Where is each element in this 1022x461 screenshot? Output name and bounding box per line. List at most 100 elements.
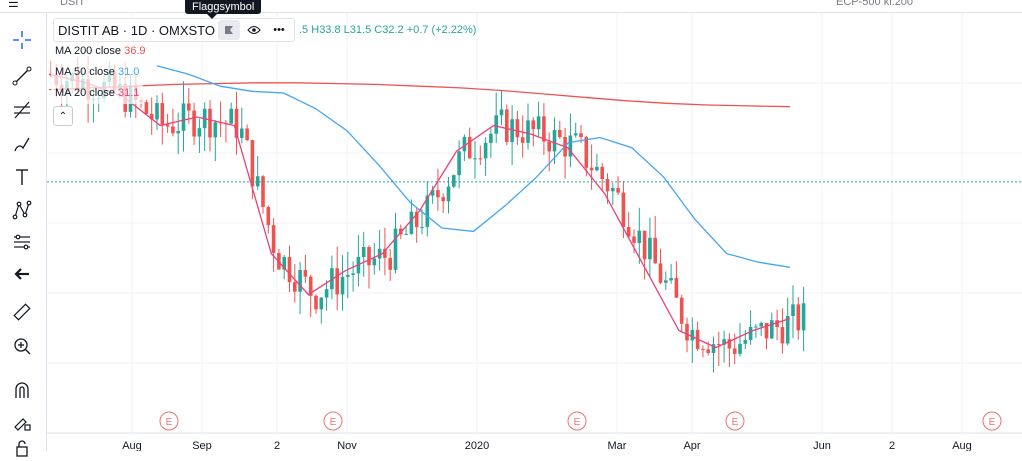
time-axis-label: 2 (274, 440, 280, 451)
candle-body (383, 248, 387, 258)
candle-body (648, 237, 652, 260)
candle-body (287, 257, 292, 283)
zoom-in-icon[interactable] (9, 333, 35, 359)
candle-body (685, 323, 689, 341)
candle-body (197, 128, 202, 137)
symbol-title[interactable]: DISTIT AB · 1D · OMXSTO (58, 22, 215, 38)
candle-body (319, 297, 324, 310)
ma50-label: MA 50 close (55, 66, 115, 78)
candle-body (462, 136, 467, 152)
candle-body (791, 304, 795, 317)
eye-icon[interactable] (243, 20, 265, 40)
candle-body (229, 108, 233, 124)
candle-body (785, 316, 790, 344)
time-axis-label: Aug (952, 440, 972, 451)
back-arrow-icon[interactable] (9, 261, 35, 287)
candle-body (611, 187, 615, 192)
candle-body (664, 280, 668, 283)
candle-body (764, 323, 769, 339)
candle-body (367, 247, 371, 266)
candle-body (552, 130, 557, 152)
flag-symbol-tooltip: Flaggsymbol (185, 0, 262, 19)
brush-icon[interactable] (9, 131, 35, 157)
ma20-value: 31.1 (117, 87, 140, 99)
candle-body (420, 226, 424, 228)
candle-body (187, 103, 191, 111)
flag-symbol-icon[interactable] (218, 20, 240, 40)
candle-body (208, 108, 212, 138)
candle-body (558, 130, 562, 138)
candle-body (605, 178, 610, 192)
candle-body (414, 211, 419, 228)
candle-body (711, 344, 716, 353)
time-axis-label: Aug (122, 440, 142, 451)
candle-body (754, 326, 758, 328)
candle-body (425, 195, 430, 227)
ruler-icon[interactable] (9, 299, 35, 325)
candle-body (388, 257, 392, 270)
ma200-line (48, 82, 791, 108)
collapse-legend-button[interactable]: ⌃ (53, 106, 73, 126)
compare-fragment[interactable]: ECP-500 kl.200 (836, 0, 914, 8)
candle-body (531, 120, 536, 130)
candle-body (626, 227, 631, 237)
candle-body (361, 247, 366, 258)
earnings-marker-label: E (330, 417, 337, 428)
candle-body (600, 166, 604, 179)
symbol-info-box[interactable]: DISTIT AB · 1D · OMXSTO ••• (53, 18, 295, 42)
drawing-toolbar (0, 13, 47, 457)
candle-body (155, 103, 159, 120)
candle-body (377, 248, 382, 259)
candle-body (743, 340, 748, 344)
ma20-legend[interactable]: MA 20 close 31.1 (51, 83, 144, 104)
candle-body (346, 274, 350, 277)
time-axis-label: 2020 (465, 440, 489, 451)
crosshair-icon[interactable] (9, 27, 35, 53)
prediction-icon[interactable] (9, 229, 35, 255)
fib-tools-icon[interactable] (9, 97, 35, 123)
candle-body (213, 122, 218, 138)
price-chart[interactable]: E E E E E Aug Sep 2 Nov 2020 Mar Apr Jun 2 Aug (47, 13, 1022, 451)
candle-body (717, 344, 721, 346)
candle-body (526, 120, 530, 143)
magnet-icon[interactable] (9, 378, 35, 404)
earnings-marker (725, 411, 745, 431)
candle-body (727, 339, 732, 349)
candle-body (584, 137, 589, 168)
earnings-marker-label: E (166, 417, 173, 428)
candle-body (393, 228, 398, 270)
candle-body (372, 258, 377, 266)
hamburger-menu-icon[interactable]: ☰ (8, 0, 19, 10)
symbol-search-fragment[interactable]: DSIT (60, 0, 86, 8)
candle-body (658, 263, 663, 283)
candle-body (441, 197, 445, 202)
candle-body (499, 109, 504, 116)
candle-body (250, 140, 255, 187)
ma50-legend[interactable]: MA 50 close 31.0 (51, 62, 144, 83)
candle-body (171, 126, 175, 134)
lock-drawing-icon[interactable] (9, 409, 35, 435)
candle-body (589, 167, 594, 171)
candle-body (520, 137, 525, 143)
candle-body (240, 128, 244, 138)
candle-body (674, 278, 679, 298)
candle-body (245, 128, 249, 141)
candle-body (801, 303, 806, 331)
text-icon[interactable] (9, 164, 35, 190)
time-axis-label: Nov (337, 440, 357, 451)
time-axis-label: Sep (192, 440, 212, 451)
candle-body (780, 327, 785, 344)
ma20-line (48, 73, 791, 349)
more-options-icon[interactable]: ••• (273, 24, 285, 36)
candle-body (679, 297, 684, 324)
lock-icon[interactable] (9, 435, 35, 461)
ma20-label: MA 20 close (55, 87, 115, 99)
candle-body (573, 133, 578, 136)
trend-line-icon[interactable] (9, 63, 35, 89)
candle-body (452, 175, 456, 187)
earnings-marker-label: E (989, 417, 996, 428)
chart-pane[interactable]: E E E E E Aug Sep 2 Nov 2020 Mar Apr Jun 2 Aug DISTIT … (47, 13, 1022, 451)
ohlc-change: +0.7 (+2.22%) (406, 24, 477, 36)
ma200-legend[interactable]: MA 200 close 36.9 (51, 41, 150, 62)
pattern-icon[interactable] (9, 197, 35, 223)
